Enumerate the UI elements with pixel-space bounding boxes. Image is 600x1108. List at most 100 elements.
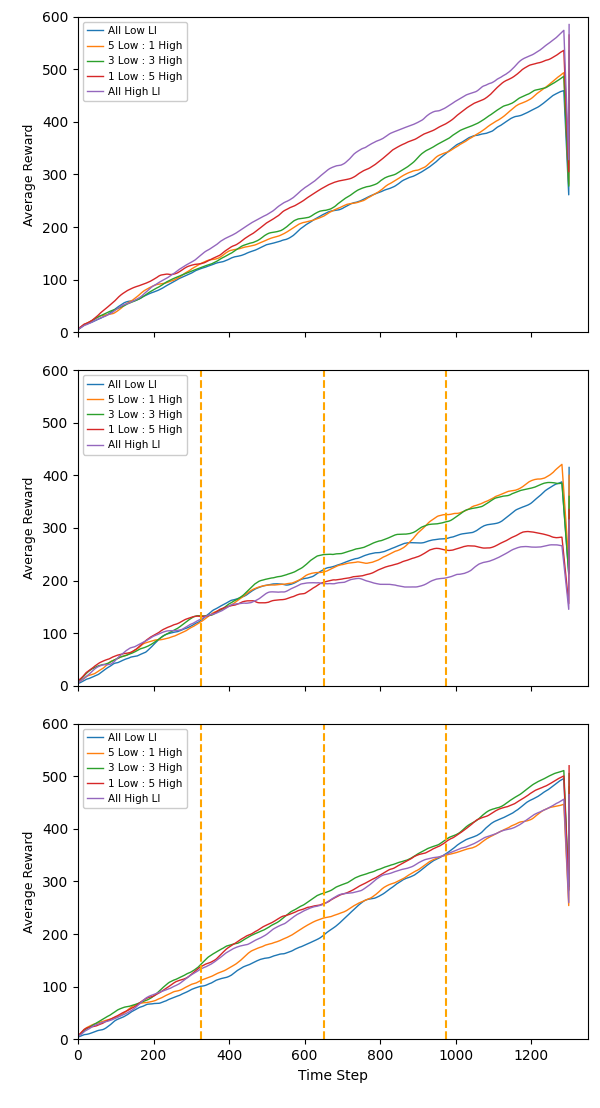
- 5 Low : 1 High: (12, 14.5): 1 High: (12, 14.5): [79, 1025, 86, 1038]
- All High LI: [75, 322, 82, 336]
- All High LI: [79, 673, 86, 686]
- All Low LI: [514, 503, 521, 516]
- 1 Low : 5 High: (581, 173): 5 High: (581, 173): [294, 588, 301, 602]
- All Low LI: [514, 110, 521, 123]
- 3 Low : 3 High: (1.16e+03, 443): 3 High: (1.16e+03, 443): [514, 93, 521, 106]
- 3 Low : 3 High: (582, 215): 3 High: (582, 215): [294, 213, 301, 226]
- Line: 1 Low : 5 High: 1 Low : 5 High: [79, 510, 569, 680]
- All High LI: [79, 320, 86, 334]
- 3 Low : 3 High: (1, 10): 3 High: (1, 10): [75, 674, 82, 687]
- All High LI: [75, 1027, 82, 1040]
- 3 Low : 3 High: (1.29e+03, 511): 3 High: (1.29e+03, 511): [560, 763, 568, 777]
- 1 Low : 5 High: (741, 290): 5 High: (741, 290): [355, 881, 362, 894]
- 1 Low : 5 High: (806, 315): 5 High: (806, 315): [379, 868, 386, 881]
- All Low LI: [85, 671, 92, 685]
- Legend: All Low LI, 5 Low : 1 High, 3 Low : 3 High, 1 Low : 5 High, All High LI: All Low LI, 5 Low : 1 High, 3 Low : 3 Hi…: [83, 22, 187, 101]
- 5 Low : 1 High: (1, 10): 1 High: (1, 10): [75, 1027, 82, 1040]
- All Low LI: [75, 1030, 82, 1044]
- All High LI: [85, 668, 92, 681]
- All High LI: [379, 869, 386, 882]
- 3 Low : 3 High: (1.3e+03, 505): 3 High: (1.3e+03, 505): [566, 767, 573, 780]
- All Low LI: [79, 675, 86, 688]
- 3 Low : 3 High: (12, 11.8): 3 High: (12, 11.8): [79, 319, 86, 332]
- 3 Low : 3 High: (2, 8.87): 3 High: (2, 8.87): [75, 675, 82, 688]
- All High LI: [75, 676, 82, 689]
- All Low LI: [79, 1028, 86, 1042]
- All High LI: [294, 907, 301, 921]
- All Low LI: [355, 552, 362, 565]
- 1 Low : 5 High: (1, 10): 5 High: (1, 10): [75, 674, 82, 687]
- 1 Low : 5 High: (1.3e+03, 335): 5 High: (1.3e+03, 335): [566, 503, 573, 516]
- All High LI: [85, 317, 92, 330]
- All High LI: [566, 18, 573, 31]
- 3 Low : 3 High: (582, 250): 3 High: (582, 250): [294, 901, 301, 914]
- 1 Low : 5 High: (2, 7.22): 5 High: (2, 7.22): [75, 321, 82, 335]
- All Low LI: [566, 461, 573, 474]
- Line: 5 Low : 1 High: 5 Low : 1 High: [79, 69, 569, 329]
- 1 Low : 5 High: (28, 28.5): 5 High: (28, 28.5): [85, 664, 92, 677]
- 1 Low : 5 High: (1, 10): 5 High: (1, 10): [75, 1027, 82, 1040]
- 5 Low : 1 High: (29, 19.7): 1 High: (29, 19.7): [85, 669, 92, 683]
- 3 Low : 3 High: (12, 13.6): 3 High: (12, 13.6): [79, 1026, 86, 1039]
- 3 Low : 3 High: (1.16e+03, 369): 3 High: (1.16e+03, 369): [514, 485, 521, 499]
- 1 Low : 5 High: (740, 208): 5 High: (740, 208): [354, 570, 361, 583]
- All Low LI: [566, 68, 573, 81]
- 5 Low : 1 High: (806, 287): 1 High: (806, 287): [379, 882, 386, 895]
- 1 Low : 5 High: (805, 223): 5 High: (805, 223): [379, 562, 386, 575]
- All Low LI: [514, 803, 521, 817]
- Y-axis label: Average Reward: Average Reward: [23, 476, 37, 579]
- 3 Low : 3 High: (806, 326): 3 High: (806, 326): [379, 861, 386, 874]
- All High LI: [75, 320, 82, 334]
- All High LI: [514, 541, 521, 554]
- 3 Low : 3 High: (1.3e+03, 360): 3 High: (1.3e+03, 360): [566, 490, 573, 503]
- All High LI: [85, 1023, 92, 1036]
- 5 Low : 1 High: (12, 12.3): 1 High: (12, 12.3): [79, 319, 86, 332]
- 5 Low : 1 High: (741, 258): 1 High: (741, 258): [355, 896, 362, 910]
- 1 Low : 5 High: (29, 19.1): 5 High: (29, 19.1): [85, 316, 92, 329]
- 5 Low : 1 High: (1, 10): 1 High: (1, 10): [75, 320, 82, 334]
- All Low LI: [379, 545, 386, 558]
- 5 Low : 1 High: (2, 7.19): 1 High: (2, 7.19): [75, 1029, 82, 1043]
- 5 Low : 1 High: (582, 200): 1 High: (582, 200): [294, 574, 301, 587]
- Line: All Low LI: All Low LI: [79, 779, 569, 1037]
- 3 Low : 3 High: (741, 309): 3 High: (741, 309): [355, 870, 362, 883]
- All Low LI: [560, 772, 568, 786]
- All High LI: [566, 513, 573, 526]
- 3 Low : 3 High: (806, 290): 3 High: (806, 290): [379, 173, 386, 186]
- 3 Low : 3 High: (29, 28): 3 High: (29, 28): [85, 665, 92, 678]
- All High LI: [294, 579, 301, 593]
- 5 Low : 1 High: (582, 206): 1 High: (582, 206): [294, 924, 301, 937]
- Line: 3 Low : 3 High: 3 Low : 3 High: [79, 51, 569, 329]
- All Low LI: [294, 941, 301, 954]
- Line: 3 Low : 3 High: 3 Low : 3 High: [79, 770, 569, 1036]
- 1 Low : 5 High: (1.16e+03, 491): 5 High: (1.16e+03, 491): [514, 68, 521, 81]
- All High LI: [294, 187, 301, 201]
- All Low LI: [75, 1027, 82, 1040]
- 5 Low : 1 High: (741, 247): 1 High: (741, 247): [355, 196, 362, 209]
- 5 Low : 1 High: (582, 204): 1 High: (582, 204): [294, 218, 301, 232]
- All Low LI: [355, 195, 362, 208]
- 5 Low : 1 High: (1.16e+03, 432): 1 High: (1.16e+03, 432): [514, 99, 521, 112]
- Line: All High LI: All High LI: [79, 794, 569, 1036]
- 3 Low : 3 High: (1, 10): 3 High: (1, 10): [75, 1027, 82, 1040]
- 3 Low : 3 High: (1.25e+03, 386): 3 High: (1.25e+03, 386): [546, 475, 553, 489]
- 1 Low : 5 High: (741, 300): 5 High: (741, 300): [355, 167, 362, 181]
- 1 Low : 5 High: (582, 244): 5 High: (582, 244): [294, 904, 301, 917]
- 1 Low : 5 High: (12, 15.6): 5 High: (12, 15.6): [79, 1025, 86, 1038]
- All High LI: [514, 57, 521, 70]
- All Low LI: [566, 788, 573, 801]
- All High LI: [355, 572, 362, 585]
- 1 Low : 5 High: (1.16e+03, 286): 5 High: (1.16e+03, 286): [514, 529, 521, 542]
- 1 Low : 5 High: (1, 10): 5 High: (1, 10): [75, 320, 82, 334]
- Line: All High LI: All High LI: [79, 24, 569, 329]
- Line: 1 Low : 5 High: 1 Low : 5 High: [79, 35, 569, 328]
- Legend: All Low LI, 5 Low : 1 High, 3 Low : 3 High, 1 Low : 5 High, All High LI: All Low LI, 5 Low : 1 High, 3 Low : 3 Hi…: [83, 376, 187, 454]
- 5 Low : 1 High: (1.16e+03, 411): 1 High: (1.16e+03, 411): [514, 817, 521, 830]
- 1 Low : 5 High: (1.3e+03, 520): 5 High: (1.3e+03, 520): [566, 759, 573, 772]
- 3 Low : 3 High: (2, 6.54): 3 High: (2, 6.54): [75, 322, 82, 336]
- 3 Low : 3 High: (29, 18.4): 3 High: (29, 18.4): [85, 316, 92, 329]
- 5 Low : 1 High: (1.28e+03, 421): 1 High: (1.28e+03, 421): [559, 458, 566, 471]
- All High LI: [355, 885, 362, 899]
- All High LI: [79, 1027, 86, 1040]
- 5 Low : 1 High: (12, 11.7): 1 High: (12, 11.7): [79, 673, 86, 686]
